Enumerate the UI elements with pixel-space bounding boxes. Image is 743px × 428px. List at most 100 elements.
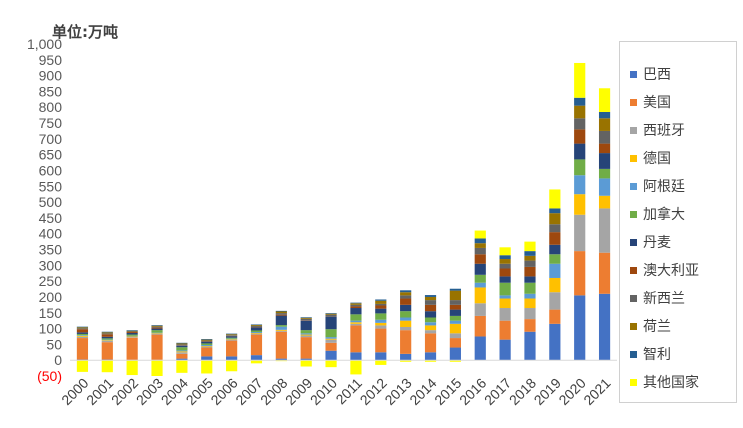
bar-segment bbox=[77, 336, 88, 337]
bar-segment bbox=[201, 342, 212, 344]
bar-segment bbox=[276, 315, 287, 316]
bar-segment bbox=[276, 316, 287, 325]
bar-segment bbox=[599, 153, 610, 169]
bar-segment bbox=[524, 308, 535, 319]
y-axis: (50)050100150200250300350400450500550600… bbox=[27, 36, 62, 384]
bar-segment bbox=[400, 321, 411, 327]
bar-segment bbox=[350, 324, 361, 326]
bar-segment bbox=[102, 337, 113, 339]
x-tick-label: 2012 bbox=[357, 375, 390, 408]
bar-segment bbox=[251, 325, 262, 326]
legend-label: 美国 bbox=[643, 92, 671, 112]
legend-swatch bbox=[630, 127, 637, 134]
bar-segment bbox=[325, 317, 336, 330]
bar-segment bbox=[127, 332, 138, 333]
bar-segment bbox=[425, 297, 436, 300]
bar-segment bbox=[251, 324, 262, 325]
x-tick-label: 2020 bbox=[555, 375, 588, 408]
bar-segment bbox=[276, 311, 287, 312]
legend-label: 澳大利亚 bbox=[643, 260, 699, 280]
bar-segment bbox=[425, 305, 436, 311]
bar-segment bbox=[77, 337, 88, 338]
bar-segment bbox=[226, 336, 237, 338]
bar-segment bbox=[500, 295, 511, 298]
bar-segment bbox=[524, 267, 535, 276]
y-tick-label: 550 bbox=[39, 178, 63, 194]
x-tick-label: 2019 bbox=[531, 375, 564, 408]
bar-segment bbox=[549, 310, 560, 324]
bar-segment bbox=[450, 310, 461, 316]
bar-segment bbox=[450, 300, 461, 305]
legend-swatch bbox=[630, 183, 637, 190]
y-tick-label: 150 bbox=[39, 305, 63, 321]
bar-segment bbox=[77, 335, 88, 336]
bar-segment bbox=[77, 329, 88, 332]
bar-segment bbox=[475, 254, 486, 263]
x-tick-label: 2015 bbox=[431, 375, 464, 408]
y-tick-label: 100 bbox=[39, 321, 63, 337]
bar-segment bbox=[251, 332, 262, 333]
bar-segment bbox=[549, 208, 560, 213]
bar-segment bbox=[325, 360, 336, 367]
x-tick-label: 2004 bbox=[158, 375, 191, 408]
bar-segment bbox=[226, 339, 237, 340]
bar-segment bbox=[102, 340, 113, 341]
bar-segment bbox=[350, 305, 361, 307]
bar-segment bbox=[276, 313, 287, 315]
y-tick-label: 300 bbox=[39, 257, 63, 273]
legend-swatch bbox=[630, 99, 637, 106]
bar-segment bbox=[102, 334, 113, 337]
bar-segment bbox=[524, 332, 535, 360]
bar-segment bbox=[251, 355, 262, 360]
bar-segment bbox=[350, 325, 361, 352]
bar-segment bbox=[400, 299, 411, 305]
bar-segment bbox=[102, 338, 113, 339]
bar-segment bbox=[549, 232, 560, 245]
bar-segment bbox=[599, 294, 610, 360]
bar-segment bbox=[524, 256, 535, 261]
bar-segment bbox=[599, 112, 610, 118]
bar-segment bbox=[450, 321, 461, 324]
y-tick-label: 450 bbox=[39, 210, 63, 226]
legend-item: 德国 bbox=[630, 148, 671, 168]
bar-segment bbox=[77, 332, 88, 334]
bar-segment bbox=[350, 308, 361, 314]
bar-segment bbox=[475, 316, 486, 337]
bar-segment bbox=[77, 334, 88, 335]
bar-segment bbox=[151, 328, 162, 329]
legend-item: 荷兰 bbox=[630, 316, 671, 336]
bar-segment bbox=[226, 334, 237, 335]
x-tick-label: 2001 bbox=[83, 375, 116, 408]
bar-segment bbox=[475, 336, 486, 360]
bar-segment bbox=[77, 360, 88, 372]
bar-segment bbox=[176, 346, 187, 348]
y-tick-label: 50 bbox=[46, 336, 62, 352]
bar-segment bbox=[325, 339, 336, 340]
bar-segment bbox=[77, 327, 88, 328]
bar-segment bbox=[301, 318, 312, 319]
bar-segment bbox=[375, 320, 386, 323]
legend-item: 加拿大 bbox=[630, 204, 685, 224]
bar-segment bbox=[77, 328, 88, 329]
x-tick-label: 2021 bbox=[580, 375, 613, 408]
bar-segment bbox=[127, 335, 138, 336]
bar-segment bbox=[325, 337, 336, 339]
bar-segment bbox=[500, 276, 511, 282]
bar-segment bbox=[599, 131, 610, 144]
bar-segment bbox=[375, 352, 386, 360]
bar-segment bbox=[375, 329, 386, 353]
bar-segment bbox=[325, 314, 336, 315]
bar-segment bbox=[375, 323, 386, 326]
bar-segment bbox=[102, 332, 113, 333]
bar-segment bbox=[201, 340, 212, 341]
x-tick-label: 2017 bbox=[481, 375, 514, 408]
legend-swatch bbox=[630, 351, 637, 358]
bar-segment bbox=[475, 238, 486, 243]
bar-segment bbox=[127, 336, 138, 337]
bar-segment bbox=[201, 356, 212, 360]
legend-label: 新西兰 bbox=[643, 288, 685, 308]
x-tick-label: 2000 bbox=[58, 375, 91, 408]
bar-segment bbox=[201, 345, 212, 346]
legend-item: 丹麦 bbox=[630, 232, 671, 252]
